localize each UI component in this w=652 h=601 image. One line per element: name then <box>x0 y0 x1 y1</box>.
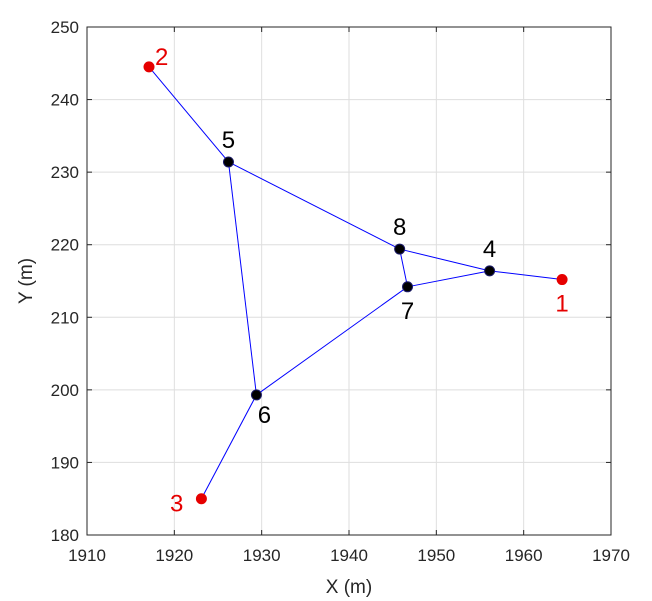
edge-8-7 <box>399 248 409 287</box>
node-label-7: 7 <box>401 298 414 325</box>
anchor-label-1: 1 <box>555 291 568 318</box>
anchor-point-3 <box>195 493 207 505</box>
anchor-label-3: 3 <box>170 491 183 518</box>
ticks: 1910 1920 1930 1940 1950 1960 1970 180 190 200 210… <box>51 18 630 565</box>
x-tick-label: 1940 <box>330 546 368 565</box>
anchor-point-1 <box>556 274 568 286</box>
node-label-5: 5 <box>222 127 235 154</box>
anchor-label-2: 2 <box>155 44 168 71</box>
edge-8-4 <box>399 248 490 272</box>
edges <box>148 66 563 499</box>
node-label-4: 4 <box>483 236 496 263</box>
x-tick-label: 1930 <box>243 546 281 565</box>
node-point-4 <box>484 265 496 277</box>
edge-5-6 <box>227 161 257 395</box>
y-axis-label: Y (m) <box>16 258 37 304</box>
node-point-6 <box>250 389 262 401</box>
x-tick-label: 1970 <box>592 546 630 565</box>
x-tick-label: 1950 <box>417 546 455 565</box>
edge-2-5 <box>148 66 229 163</box>
node-point-5 <box>222 156 234 168</box>
anchor-point-2 <box>143 61 155 73</box>
point-labels: 1 2 3 4 5 6 7 8 <box>155 44 569 518</box>
x-tick-label: 1910 <box>68 546 106 565</box>
y-tick-label: 200 <box>51 381 79 400</box>
edge-6-7 <box>256 286 408 396</box>
edge-4-1 <box>489 270 563 281</box>
y-tick-label: 250 <box>51 18 79 37</box>
x-tick-label: 1960 <box>505 546 543 565</box>
y-tick-label: 190 <box>51 453 79 472</box>
y-tick-label: 220 <box>51 236 79 255</box>
points <box>143 61 568 505</box>
edge-5-8 <box>228 161 400 250</box>
y-tick-label: 180 <box>51 526 79 545</box>
x-tick-label: 1920 <box>155 546 193 565</box>
y-tick-label: 210 <box>51 308 79 327</box>
node-label-6: 6 <box>258 402 271 429</box>
node-point-8 <box>394 243 406 255</box>
node-point-7 <box>402 281 414 293</box>
node-label-8: 8 <box>393 214 406 241</box>
y-tick-label: 230 <box>51 163 79 182</box>
x-axis-label: X (m) <box>326 577 372 598</box>
y-tick-label: 240 <box>51 91 79 110</box>
edge-6-3 <box>200 394 257 499</box>
edge-7-4 <box>407 270 490 288</box>
